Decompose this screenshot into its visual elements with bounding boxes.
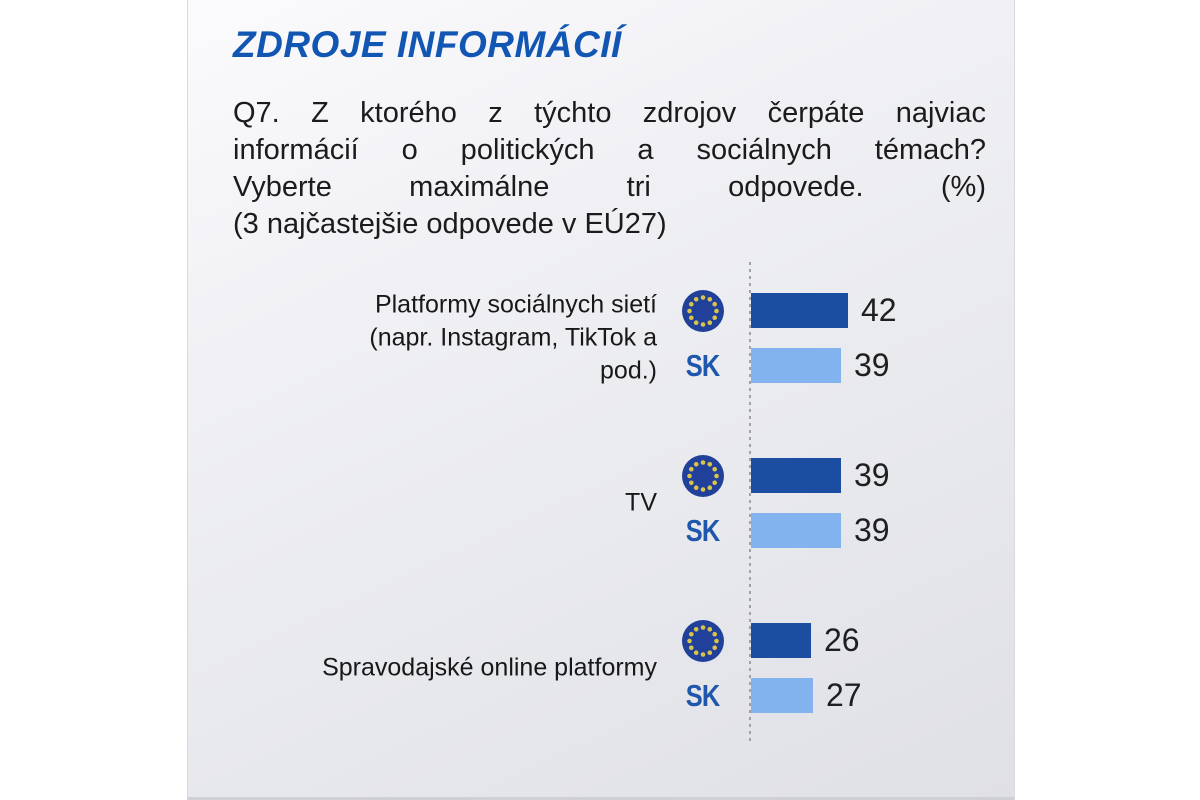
eu-bar	[751, 623, 811, 658]
eu-flag-icon	[682, 290, 724, 332]
sk-subrow: SK 27	[188, 678, 1014, 713]
value-label: 39	[854, 347, 890, 383]
category-label-line: TV	[625, 488, 657, 517]
category-label: Spravodajské online platformy	[217, 652, 657, 685]
category-label-line: (napr. Instagram, TikTok a	[369, 323, 657, 352]
eu-flag-icon	[682, 620, 724, 662]
sk-label: SK	[686, 677, 721, 713]
question-line-1: Q7. Z ktorého z týchto zdrojov čerpáte n…	[233, 97, 986, 129]
category-label-line: Spravodajské online platformy	[322, 653, 657, 682]
category-label-line: Platformy sociálnych sietí	[374, 290, 657, 319]
sk-bar	[751, 678, 813, 713]
bar-chart: Platformy sociálnych sietí (napr. Instagr…	[188, 0, 1014, 800]
eu-subrow: 26	[188, 620, 1014, 662]
eu-subrow: 39	[188, 455, 1014, 497]
sk-label: SK	[686, 512, 721, 548]
chart-row: Platformy sociálnych sietí (napr. Instagr…	[188, 290, 1014, 385]
value-label: 39	[854, 512, 890, 548]
eu-flag-marker	[673, 619, 733, 663]
value-label: 42	[861, 292, 897, 328]
chart-row: TV 39 SK 39	[188, 455, 1014, 548]
sk-subrow: SK 39	[188, 348, 1014, 383]
chart-row: Spravodajské online platformy 26 SK 27	[188, 620, 1014, 713]
value-label: 39	[854, 457, 890, 493]
value-label: 26	[824, 622, 860, 658]
question-line-4: (3 najčastejšie odpovede v EÚ27)	[233, 208, 667, 240]
category-label: Platformy sociálnych sietí (napr. Instagr…	[217, 289, 657, 388]
eu-flag-marker	[673, 454, 733, 498]
sk-subrow: SK 39	[188, 513, 1014, 548]
eu-flag-marker	[673, 289, 733, 333]
question-line-3: Vyberte maximálne tri odpovede. (%)	[233, 171, 986, 203]
survey-question: Q7. Z ktorého z týchto zdrojov čerpáte n…	[233, 95, 986, 243]
value-label: 27	[826, 677, 862, 713]
chart-baseline-dashed-line	[749, 262, 751, 743]
page-title: ZDROJE INFORMÁCIÍ	[233, 24, 622, 65]
eu-bar	[751, 458, 841, 493]
sk-marker: SK	[673, 678, 733, 713]
category-label-line: pod.)	[600, 356, 657, 385]
eu-subrow: 42	[188, 290, 1014, 332]
sk-label: SK	[686, 347, 721, 383]
sk-marker: SK	[673, 513, 733, 548]
sk-bar	[751, 348, 841, 383]
question-line-2: informácií o politických a sociálnych té…	[233, 134, 986, 166]
eu-bar	[751, 293, 848, 328]
category-label: TV	[217, 487, 657, 520]
slide-panel: ZDROJE INFORMÁCIÍ Q7. Z ktorého z týchto…	[187, 0, 1015, 800]
sk-marker: SK	[673, 348, 733, 383]
eu-flag-icon	[682, 455, 724, 497]
sk-bar	[751, 513, 841, 548]
